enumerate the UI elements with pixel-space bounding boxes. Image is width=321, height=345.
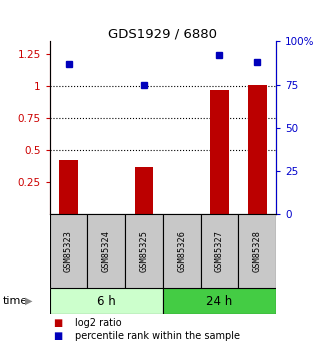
Text: GSM85326: GSM85326	[177, 230, 186, 272]
Text: ■: ■	[53, 331, 62, 341]
Text: GSM85323: GSM85323	[64, 230, 73, 272]
Text: percentile rank within the sample: percentile rank within the sample	[75, 331, 240, 341]
Text: GSM85325: GSM85325	[140, 230, 149, 272]
Text: 6 h: 6 h	[97, 295, 116, 307]
Bar	[163, 288, 276, 314]
Bar	[210, 90, 229, 214]
Text: ▶: ▶	[25, 296, 33, 306]
Bar	[201, 214, 238, 288]
Bar	[125, 214, 163, 288]
Bar	[238, 214, 276, 288]
Title: GDS1929 / 6880: GDS1929 / 6880	[108, 27, 217, 40]
Bar	[59, 160, 78, 214]
Bar	[163, 214, 201, 288]
Bar	[50, 288, 163, 314]
Text: log2 ratio: log2 ratio	[75, 318, 122, 328]
Text: time: time	[3, 296, 29, 306]
Text: GSM85327: GSM85327	[215, 230, 224, 272]
Text: GSM85324: GSM85324	[102, 230, 111, 272]
Text: ■: ■	[53, 318, 62, 328]
Bar	[248, 85, 267, 214]
Bar	[87, 214, 125, 288]
Bar	[50, 214, 87, 288]
Text: 24 h: 24 h	[206, 295, 233, 307]
Bar	[134, 167, 153, 214]
Text: GSM85328: GSM85328	[253, 230, 262, 272]
